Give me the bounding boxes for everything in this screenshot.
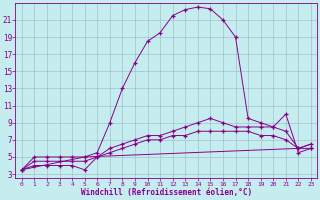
X-axis label: Windchill (Refroidissement éolien,°C): Windchill (Refroidissement éolien,°C) (81, 188, 252, 197)
